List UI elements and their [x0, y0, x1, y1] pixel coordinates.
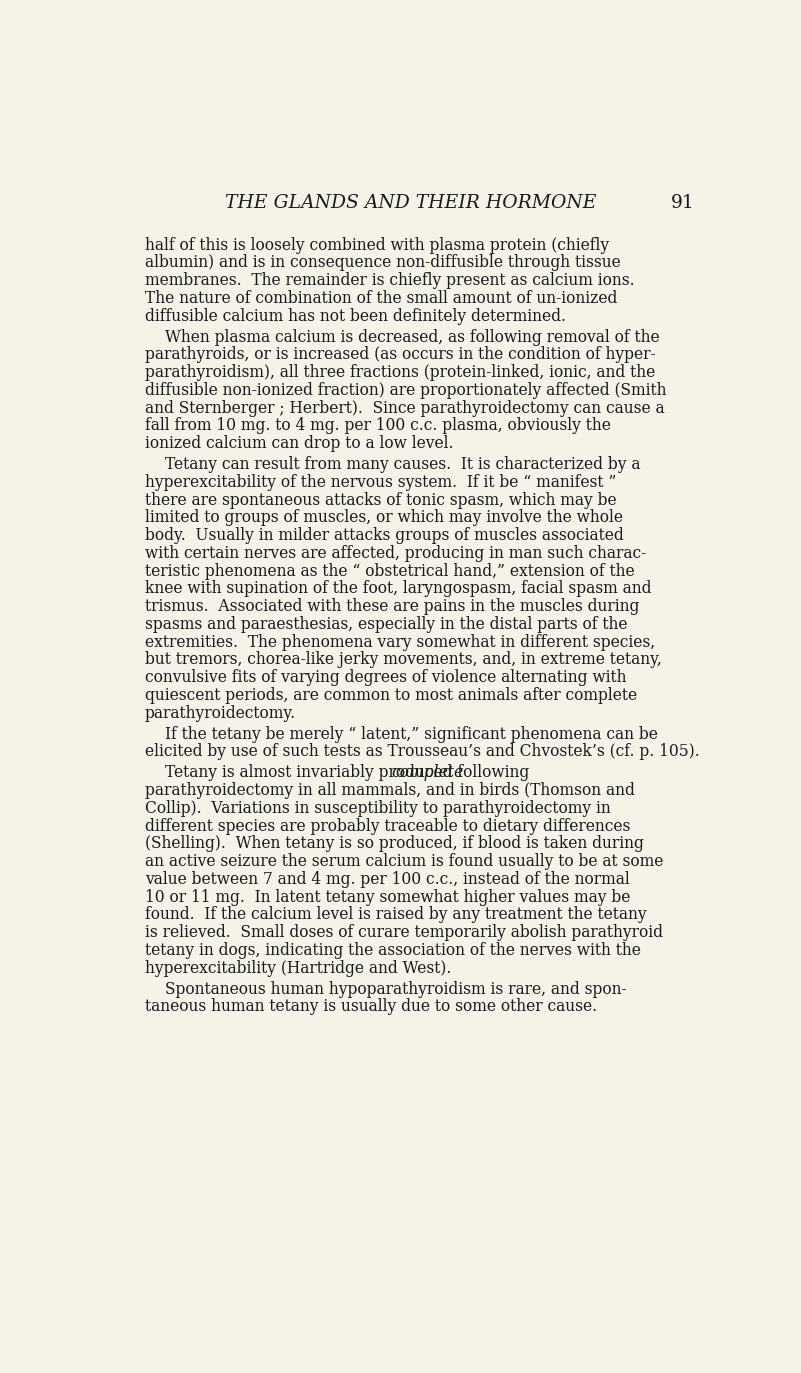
Text: an active seizure the serum calcium is found usually to be at some: an active seizure the serum calcium is f…: [145, 853, 663, 870]
Text: knee with supination of the foot, laryngospasm, facial spasm and: knee with supination of the foot, laryng…: [145, 581, 651, 597]
Text: THE GLANDS AND THEIR HORMONE: THE GLANDS AND THEIR HORMONE: [225, 195, 596, 213]
Text: found.  If the calcium level is raised by any treatment the tetany: found. If the calcium level is raised by…: [145, 906, 646, 924]
Text: different species are probably traceable to dietary differences: different species are probably traceable…: [145, 818, 630, 835]
Text: tetany in dogs, indicating the association of the nerves with the: tetany in dogs, indicating the associati…: [145, 942, 641, 958]
Text: parathyroidectomy in all mammals, and in birds (Thomson and: parathyroidectomy in all mammals, and in…: [145, 783, 634, 799]
Text: parathyroidectomy.: parathyroidectomy.: [145, 704, 296, 722]
Text: fall from 10 mg. to 4 mg. per 100 c.c. plasma, obviously the: fall from 10 mg. to 4 mg. per 100 c.c. p…: [145, 417, 610, 434]
Text: but tremors, chorea-like jerky movements, and, in extreme tetany,: but tremors, chorea-like jerky movements…: [145, 652, 662, 669]
Text: half of this is loosely combined with plasma protein (chiefly: half of this is loosely combined with pl…: [145, 236, 609, 254]
Text: 10 or 11 mg.  In latent tetany somewhat higher values may be: 10 or 11 mg. In latent tetany somewhat h…: [145, 888, 630, 906]
Text: membranes.  The remainder is chiefly present as calcium ions.: membranes. The remainder is chiefly pres…: [145, 272, 634, 290]
Text: complete: complete: [391, 765, 463, 781]
Text: spasms and paraesthesias, especially in the distal parts of the: spasms and paraesthesias, especially in …: [145, 616, 627, 633]
Text: When plasma calcium is decreased, as following removal of the: When plasma calcium is decreased, as fol…: [165, 328, 660, 346]
Text: elicited by use of such tests as Trousseau’s and Chvostek’s (cf. p. 105).: elicited by use of such tests as Trousse…: [145, 743, 699, 761]
Text: Collip).  Variations in susceptibility to parathyroidectomy in: Collip). Variations in susceptibility to…: [145, 800, 610, 817]
Text: 91: 91: [671, 195, 694, 213]
Text: (Shelling).  When tetany is so produced, if blood is taken during: (Shelling). When tetany is so produced, …: [145, 835, 644, 853]
Text: quiescent periods, are common to most animals after complete: quiescent periods, are common to most an…: [145, 686, 637, 704]
Text: there are spontaneous attacks of tonic spasm, which may be: there are spontaneous attacks of tonic s…: [145, 492, 617, 508]
Text: and Sternberger ; Herbert).  Since parathyroidectomy can cause a: and Sternberger ; Herbert). Since parath…: [145, 400, 665, 416]
Text: hyperexcitability (Hartridge and West).: hyperexcitability (Hartridge and West).: [145, 960, 451, 976]
Text: parathyroids, or is increased (as occurs in the condition of hyper-: parathyroids, or is increased (as occurs…: [145, 346, 655, 364]
Text: The nature of combination of the small amount of un-ionized: The nature of combination of the small a…: [145, 290, 618, 308]
Text: body.  Usually in milder attacks groups of muscles associated: body. Usually in milder attacks groups o…: [145, 527, 623, 544]
Text: trismus.  Associated with these are pains in the muscles during: trismus. Associated with these are pains…: [145, 599, 639, 615]
Text: albumin) and is in consequence non-diffusible through tissue: albumin) and is in consequence non-diffu…: [145, 254, 621, 272]
Text: value between 7 and 4 mg. per 100 c.c., instead of the normal: value between 7 and 4 mg. per 100 c.c., …: [145, 870, 630, 888]
Text: diffusible non-ionized fraction) are proportionately affected (Smith: diffusible non-ionized fraction) are pro…: [145, 382, 666, 400]
Text: If the tetany be merely “ latent,” significant phenomena can be: If the tetany be merely “ latent,” signi…: [165, 726, 658, 743]
Text: parathyroidism), all three fractions (protein-linked, ionic, and the: parathyroidism), all three fractions (pr…: [145, 364, 655, 382]
Text: Tetany is almost invariably produced following: Tetany is almost invariably produced fol…: [165, 765, 534, 781]
Text: extremities.  The phenomena vary somewhat in different species,: extremities. The phenomena vary somewhat…: [145, 634, 655, 651]
Text: diffusible calcium has not been definitely determined.: diffusible calcium has not been definite…: [145, 308, 566, 324]
Text: limited to groups of muscles, or which may involve the whole: limited to groups of muscles, or which m…: [145, 509, 623, 526]
Text: Tetany can result from many causes.  It is characterized by a: Tetany can result from many causes. It i…: [165, 456, 641, 474]
Text: ionized calcium can drop to a low level.: ionized calcium can drop to a low level.: [145, 435, 453, 452]
Text: with certain nerves are affected, producing in man such charac-: with certain nerves are affected, produc…: [145, 545, 646, 562]
Text: taneous human tetany is usually due to some other cause.: taneous human tetany is usually due to s…: [145, 998, 597, 1016]
Text: hyperexcitability of the nervous system.  If it be “ manifest ”: hyperexcitability of the nervous system.…: [145, 474, 616, 492]
Text: Spontaneous human hypoparathyroidism is rare, and spon-: Spontaneous human hypoparathyroidism is …: [165, 980, 627, 998]
Text: is relieved.  Small doses of curare temporarily abolish parathyroid: is relieved. Small doses of curare tempo…: [145, 924, 662, 942]
Text: convulsive fits of varying degrees of violence alternating with: convulsive fits of varying degrees of vi…: [145, 669, 626, 686]
Text: teristic phenomena as the “ obstetrical hand,” extension of the: teristic phenomena as the “ obstetrical …: [145, 563, 634, 579]
